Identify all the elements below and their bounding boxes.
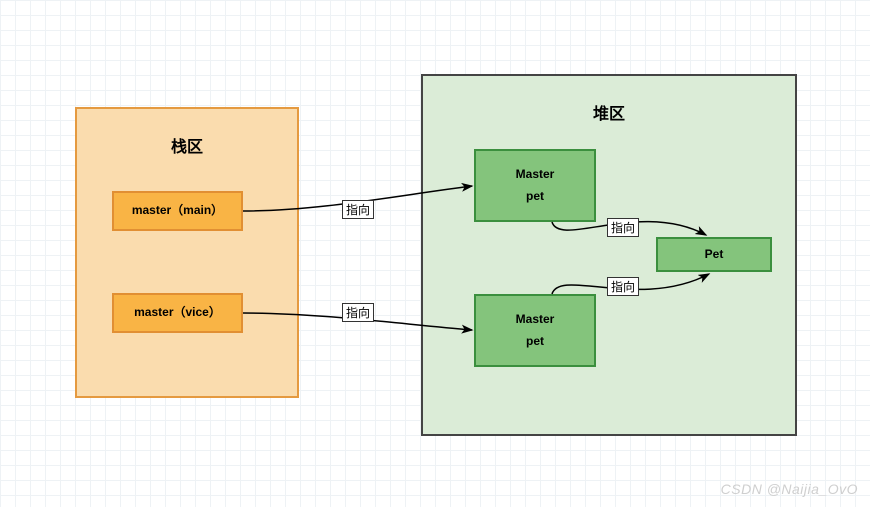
heap-node-master-2: Master pet — [474, 294, 596, 367]
stack-region-title: 栈区 — [77, 133, 297, 157]
heap-region-title: 堆区 — [423, 100, 795, 124]
node-label-line2: pet — [526, 186, 544, 208]
stack-node-master-main: master（main） — [112, 191, 243, 231]
node-label: master（main） — [132, 200, 223, 222]
heap-node-master-1: Master pet — [474, 149, 596, 222]
edge-label: 指向 — [607, 277, 639, 296]
node-label-line1: Master — [516, 309, 555, 331]
heap-node-pet: Pet — [656, 237, 772, 272]
node-label: Pet — [705, 244, 724, 266]
stack-region: 栈区 — [75, 107, 299, 398]
edge-label: 指向 — [342, 303, 374, 322]
node-label-line1: Master — [516, 164, 555, 186]
edge-label: 指向 — [607, 218, 639, 237]
node-label: master（vice） — [134, 302, 221, 324]
stack-node-master-vice: master（vice） — [112, 293, 243, 333]
watermark: CSDN @Naijia_OvO — [721, 481, 858, 497]
node-label-line2: pet — [526, 331, 544, 353]
edge-label: 指向 — [342, 200, 374, 219]
